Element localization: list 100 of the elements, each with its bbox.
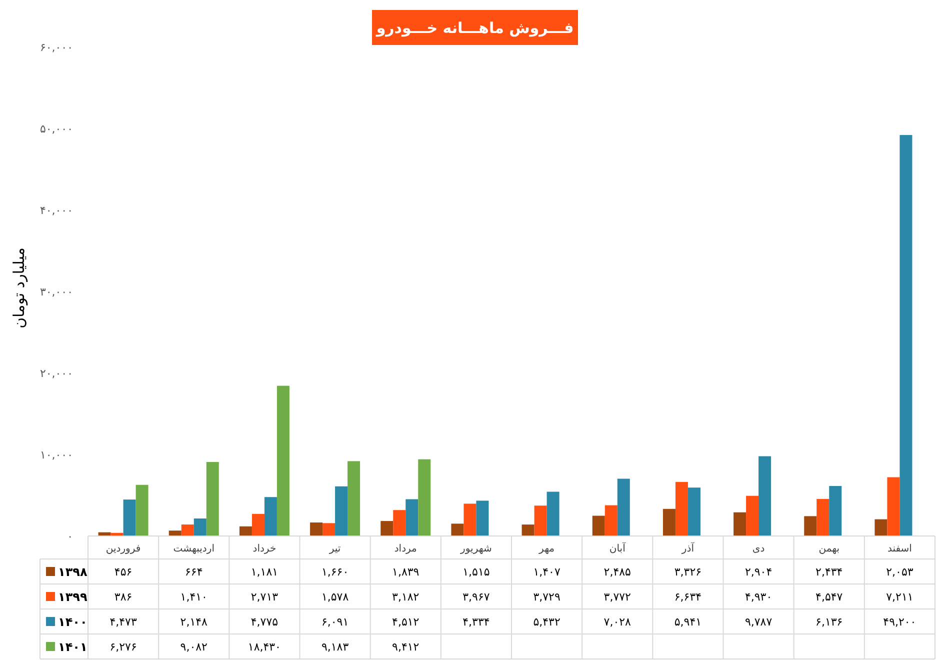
data-label: ۳۸۶ bbox=[114, 590, 132, 604]
data-label: ۱,۴۰۷ bbox=[533, 566, 560, 578]
bar bbox=[617, 478, 630, 536]
bar bbox=[604, 505, 618, 536]
data-label: ۹,۴۱۲ bbox=[392, 640, 420, 654]
bar bbox=[136, 484, 148, 536]
data-label: ۳,۷۲۹ bbox=[533, 590, 560, 604]
bar bbox=[734, 512, 746, 536]
data-label: ۲,۱۴۸ bbox=[180, 616, 208, 628]
x-tick-label: مهر bbox=[538, 544, 555, 554]
y-tick-label: ۳۰,۰۰۰ bbox=[40, 286, 73, 298]
data-label: ۶۶۴ bbox=[185, 566, 203, 578]
data-label: ۴۵۶ bbox=[114, 566, 132, 578]
data-label: ۲,۴۸۵ bbox=[604, 566, 632, 578]
bar bbox=[522, 524, 534, 536]
x-tick-label: مرداد bbox=[394, 544, 417, 554]
bar bbox=[310, 522, 323, 536]
bar bbox=[900, 135, 912, 536]
legend-label: ۱۴۰۰ bbox=[58, 615, 88, 629]
data-label: ۹,۷۸۷ bbox=[744, 616, 772, 628]
bar bbox=[206, 462, 219, 536]
data-label: ۵,۴۳۲ bbox=[533, 616, 560, 628]
bar bbox=[451, 524, 464, 536]
bar bbox=[239, 526, 252, 536]
data-label: ۱,۴۱۰ bbox=[180, 590, 208, 604]
bar bbox=[264, 497, 277, 536]
data-label: ۳,۳۲۶ bbox=[674, 566, 702, 578]
y-tick-label: ۵۰,۰۰۰ bbox=[40, 122, 73, 136]
data-label: ۴,۹۳۰ bbox=[744, 590, 772, 604]
bar bbox=[194, 518, 206, 536]
bar bbox=[406, 499, 418, 536]
data-label: ۴,۴۷۳ bbox=[110, 616, 137, 628]
bar bbox=[534, 506, 547, 536]
x-tick-label: شهریور bbox=[460, 544, 492, 554]
bar bbox=[322, 523, 336, 536]
data-label: ۲,۷۱۳ bbox=[250, 590, 278, 604]
legend-label: ۱۴۰۱ bbox=[58, 640, 88, 654]
data-label: ۴,۷۷۵ bbox=[250, 616, 278, 628]
data-label: ۴۹,۲۰۰ bbox=[883, 616, 916, 628]
bar bbox=[348, 461, 360, 536]
data-label: ۹,۱۸۳ bbox=[321, 640, 349, 654]
data-label: ۱,۵۱۵ bbox=[462, 566, 490, 578]
data-label: ۳,۱۸۲ bbox=[392, 590, 420, 604]
bar bbox=[746, 496, 759, 536]
data-label: ۷,۲۱۱ bbox=[886, 590, 914, 604]
y-tick-label: ۰ bbox=[67, 530, 73, 543]
data-label: ۱,۶۶۰ bbox=[321, 566, 349, 578]
bar bbox=[887, 477, 900, 536]
bar bbox=[688, 488, 700, 536]
y-axis-title: میلیارد تومان bbox=[10, 248, 28, 328]
bar bbox=[464, 504, 476, 536]
x-tick-label: دی bbox=[752, 544, 765, 554]
data-label: ۳,۹۶۷ bbox=[462, 590, 490, 604]
data-label: ۲,۴۳۴ bbox=[816, 566, 843, 578]
data-label: ۴,۳۳۴ bbox=[462, 616, 490, 628]
bar bbox=[476, 500, 489, 536]
bar bbox=[418, 459, 431, 536]
data-label: ۳,۷۷۲ bbox=[604, 590, 632, 604]
data-label: ۱۸,۴۳۰ bbox=[248, 640, 281, 654]
x-tick-label: آبان bbox=[609, 542, 627, 554]
y-tick-label: ۶۰,۰۰۰ bbox=[40, 41, 73, 54]
x-tick-label: بهمن bbox=[818, 544, 840, 554]
bar bbox=[816, 498, 830, 536]
data-label: ۱,۵۷۸ bbox=[321, 590, 349, 604]
data-label: ۶,۶۳۴ bbox=[674, 590, 702, 604]
data-label: ۲,۰۵۳ bbox=[886, 566, 914, 578]
bar bbox=[335, 486, 348, 536]
data-label: ۶,۰۹۱ bbox=[321, 616, 349, 628]
legend-label: ۱۳۹۹ bbox=[58, 590, 88, 604]
data-label: ۶,۲۷۶ bbox=[110, 640, 137, 654]
bar bbox=[123, 500, 136, 536]
x-tick-label: اردیبهشت bbox=[173, 544, 214, 554]
x-tick-label: خرداد bbox=[252, 544, 276, 554]
bar bbox=[662, 508, 676, 536]
data-label: ۶,۱۳۶ bbox=[816, 616, 843, 628]
y-tick-label: ۱۰,۰۰۰ bbox=[40, 448, 73, 462]
y-tick-label: ۴۰,۰۰۰ bbox=[40, 204, 73, 217]
bar bbox=[393, 510, 406, 536]
bar bbox=[546, 492, 560, 536]
legend-label: ۱۳۹۸ bbox=[58, 565, 88, 579]
data-label: ۱,۱۸۱ bbox=[250, 566, 278, 578]
data-label: ۵,۹۴۱ bbox=[674, 616, 702, 628]
bar bbox=[276, 386, 290, 536]
bar bbox=[758, 456, 772, 536]
bar bbox=[380, 521, 394, 536]
x-tick-label: اسفند bbox=[887, 544, 912, 554]
bar bbox=[675, 482, 688, 536]
bar bbox=[804, 516, 817, 536]
x-tick-label: آذر bbox=[680, 542, 696, 554]
bar bbox=[874, 519, 888, 536]
chart-title: فـــروش ماهـــانه خـــودرو bbox=[375, 19, 574, 37]
data-label: ۴,۵۱۲ bbox=[392, 616, 420, 628]
x-tick-label: فروردین bbox=[106, 544, 141, 554]
bar bbox=[252, 514, 264, 536]
x-tick-label: تیر bbox=[328, 544, 341, 554]
data-label: ۷,۰۲۸ bbox=[604, 616, 632, 628]
bar bbox=[592, 516, 605, 536]
data-label: ۴,۵۴۷ bbox=[816, 590, 843, 604]
bar bbox=[829, 486, 842, 536]
data-label: ۲,۹۰۴ bbox=[744, 566, 772, 578]
